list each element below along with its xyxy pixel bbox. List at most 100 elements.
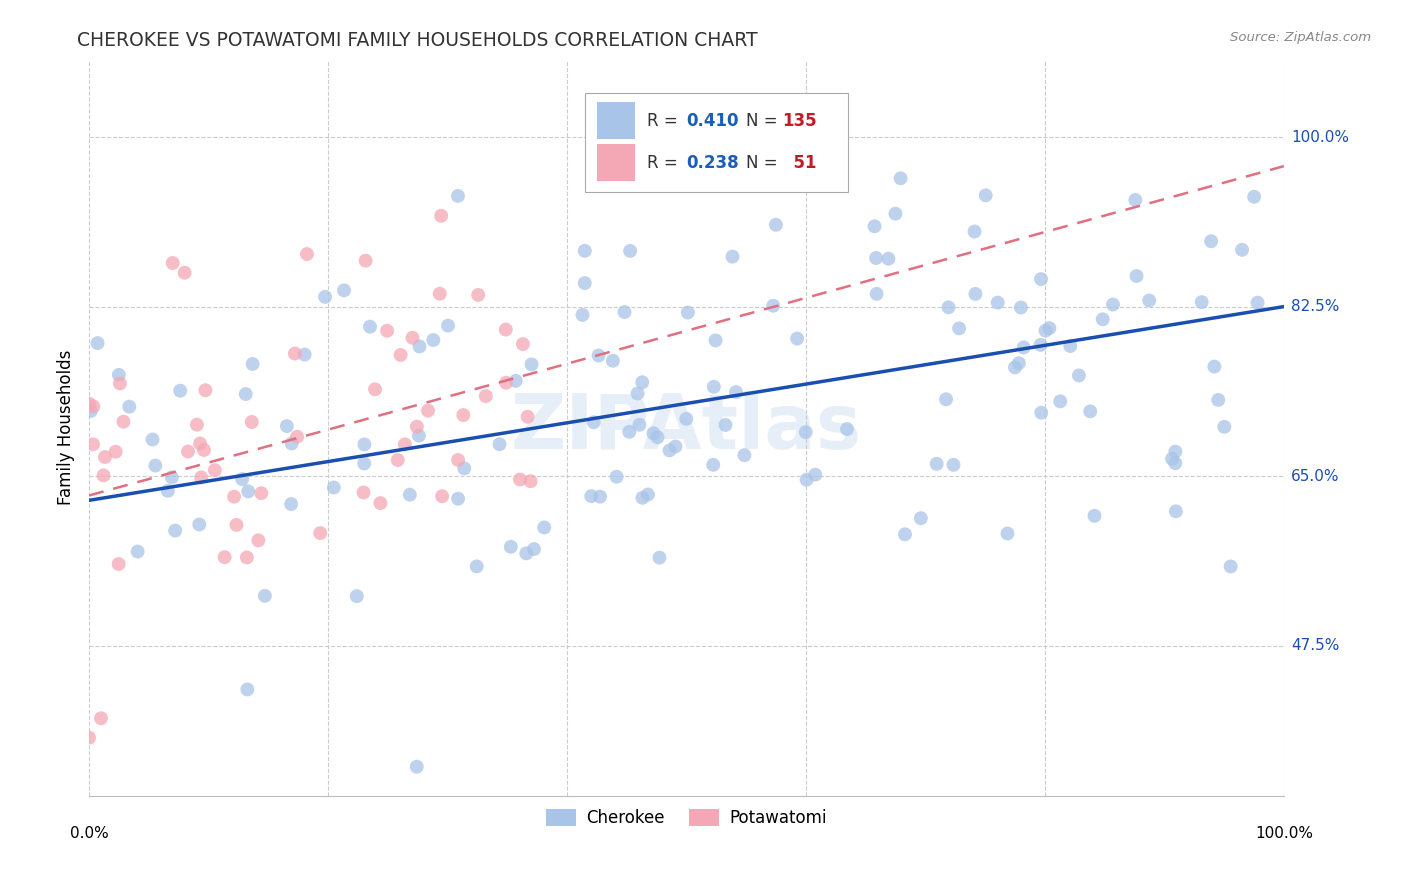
Point (602, 353, 624, 368)
Point (664, 440, 686, 454)
Point (987, 295, 1010, 310)
Point (364, 382, 387, 396)
Point (488, 437, 510, 451)
Text: 135: 135 (782, 112, 817, 129)
Point (965, 287, 987, 301)
Point (422, 333, 444, 347)
Point (408, 339, 430, 353)
Point (877, 252, 900, 266)
Point (1206, 392, 1229, 407)
Point (1012, 341, 1035, 355)
Point (1049, 394, 1071, 409)
Point (1191, 295, 1213, 310)
Point (796, 473, 818, 487)
Point (963, 225, 986, 239)
Point (512, 337, 534, 351)
Point (1246, 295, 1268, 310)
Point (309, 526, 332, 541)
Point (925, 457, 948, 471)
Point (574, 244, 596, 258)
Point (523, 542, 546, 557)
Point (1091, 312, 1114, 326)
Point (589, 490, 612, 504)
Point (1199, 234, 1222, 248)
Point (467, 288, 489, 302)
Point (890, 171, 912, 186)
Point (619, 425, 641, 439)
Point (156, 483, 179, 498)
Point (112, 415, 135, 429)
Point (322, 481, 344, 495)
Text: N =: N = (747, 112, 783, 129)
Point (1213, 420, 1236, 434)
Point (141, 433, 163, 447)
Point (724, 385, 747, 400)
Point (104, 444, 127, 458)
Point (406, 419, 429, 434)
Text: 47.5%: 47.5% (1291, 638, 1339, 653)
Point (520, 358, 543, 372)
Point (165, 524, 187, 538)
Point (1004, 360, 1026, 375)
Point (509, 473, 531, 487)
Point (346, 589, 368, 603)
Point (447, 189, 470, 203)
Text: 51: 51 (782, 153, 817, 171)
Point (1123, 193, 1146, 207)
Point (231, 472, 253, 486)
Point (676, 305, 699, 319)
Point (648, 550, 671, 565)
Point (733, 448, 755, 462)
Point (499, 540, 522, 554)
Point (606, 469, 628, 483)
Point (177, 444, 200, 458)
Point (637, 487, 659, 501)
Point (204, 463, 226, 477)
Point (948, 321, 970, 335)
Point (405, 760, 427, 774)
Point (370, 496, 392, 510)
Point (804, 467, 827, 482)
Point (394, 437, 416, 451)
Point (453, 408, 475, 422)
Point (762, 299, 785, 313)
Point (935, 392, 957, 407)
Point (387, 453, 409, 467)
Point (579, 489, 602, 503)
Point (626, 386, 648, 401)
Point (516, 409, 538, 424)
Point (1029, 272, 1052, 286)
Point (173, 266, 195, 280)
Point (1204, 359, 1226, 374)
Point (295, 247, 318, 261)
Point (613, 305, 636, 319)
Point (794, 425, 817, 439)
Point (865, 251, 887, 265)
Point (894, 527, 917, 541)
Point (519, 474, 541, 488)
Point (353, 437, 375, 451)
Point (108, 376, 131, 391)
Point (242, 357, 264, 371)
Point (447, 491, 470, 506)
Point (416, 403, 439, 417)
Point (702, 458, 724, 472)
Point (658, 443, 681, 458)
Point (398, 488, 420, 502)
Point (82, 400, 104, 414)
Point (643, 426, 665, 441)
Point (194, 383, 217, 397)
Point (160, 470, 183, 484)
Text: CHEROKEE VS POTAWATOMI FAMILY HOUSEHOLDS CORRELATION CHART: CHEROKEE VS POTAWATOMI FAMILY HOUSEHOLDS… (77, 31, 758, 50)
Point (247, 533, 270, 548)
Point (1164, 456, 1187, 470)
Point (997, 526, 1019, 541)
Point (127, 544, 149, 558)
Point (1243, 190, 1265, 204)
Point (582, 415, 605, 429)
Point (353, 457, 375, 471)
Point (169, 384, 191, 398)
Point (631, 491, 654, 505)
Point (703, 380, 725, 394)
Point (942, 458, 965, 472)
